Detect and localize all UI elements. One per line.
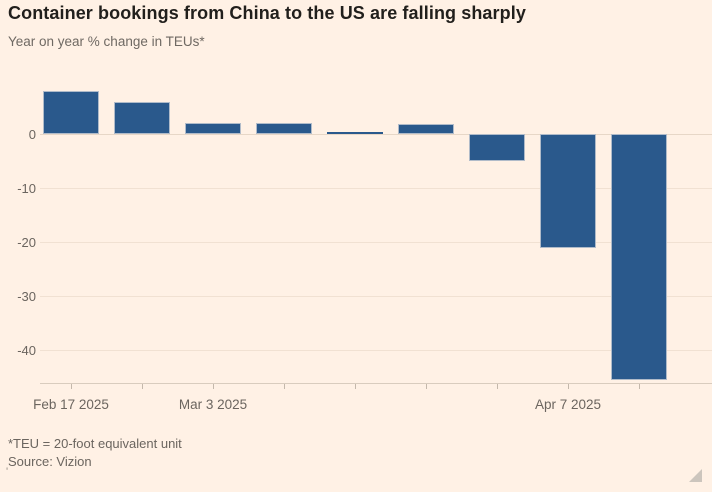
gridline xyxy=(40,350,712,352)
x-axis-tick xyxy=(497,384,498,389)
bar xyxy=(469,134,525,162)
bar xyxy=(43,90,99,135)
x-axis-tick xyxy=(639,384,640,389)
y-tick-label: -30 xyxy=(17,288,36,304)
x-axis-tick xyxy=(355,384,356,389)
bar xyxy=(611,134,667,381)
source-credit: Source: Vizion xyxy=(8,454,92,469)
bar xyxy=(540,134,596,248)
y-tick-label: 0 xyxy=(28,126,36,142)
x-axis-line xyxy=(40,383,712,384)
resize-grip-icon[interactable] xyxy=(689,469,702,482)
x-tick-label: Apr 7 2025 xyxy=(534,397,602,412)
chart-subtitle: Year on year % change in TEUs* xyxy=(8,34,205,49)
gridline xyxy=(40,241,712,243)
footnote: *TEU = 20-foot equivalent unit xyxy=(8,436,182,451)
stray-mark: ' xyxy=(6,466,9,478)
y-tick-label: -10 xyxy=(17,180,36,196)
bar xyxy=(185,123,241,135)
chart-title: Container bookings from China to the US … xyxy=(8,3,526,23)
bar xyxy=(256,123,312,135)
x-tick-label: Feb 17 2025 xyxy=(33,397,109,412)
x-axis-tick xyxy=(142,384,143,389)
bar xyxy=(398,123,454,135)
x-axis-tick xyxy=(568,384,569,389)
gridline xyxy=(40,295,712,297)
y-tick-label: -40 xyxy=(17,343,36,359)
y-tick-label: -20 xyxy=(17,234,36,250)
x-tick-label: Mar 3 2025 xyxy=(178,397,248,412)
x-axis-tick xyxy=(284,384,285,389)
gridline xyxy=(40,133,712,135)
x-axis-tick xyxy=(213,384,214,389)
gridline xyxy=(40,187,712,189)
x-axis-tick xyxy=(71,384,72,389)
x-axis-tick xyxy=(426,384,427,389)
bar xyxy=(114,101,170,135)
bar xyxy=(327,132,383,135)
